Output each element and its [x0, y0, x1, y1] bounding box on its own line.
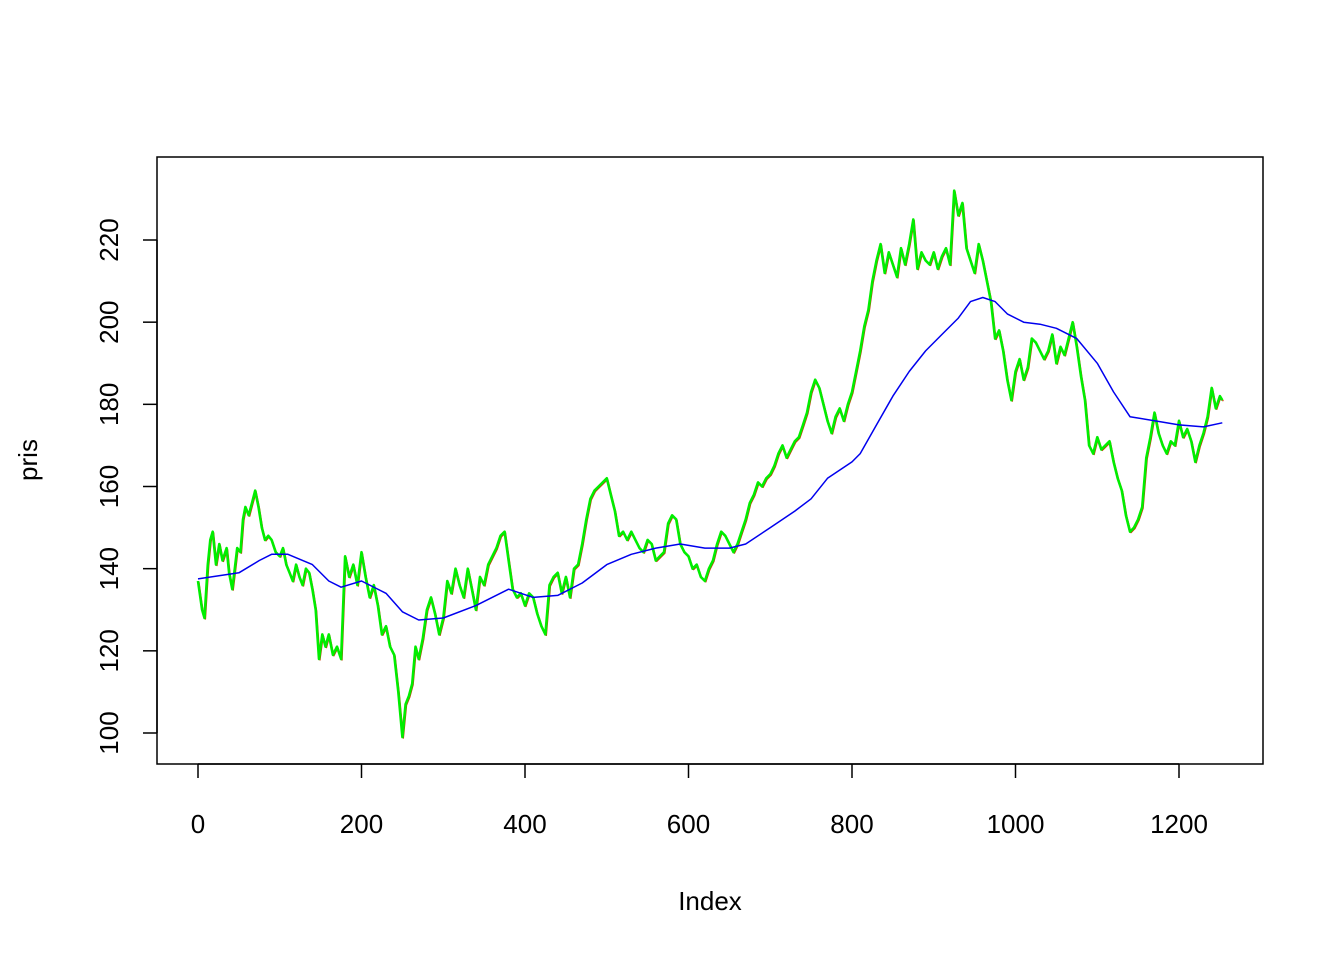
- x-tick-label: 1000: [987, 809, 1045, 839]
- x-tick-label: 800: [830, 809, 873, 839]
- y-tick-label: 180: [94, 383, 124, 426]
- y-tick-label: 160: [94, 465, 124, 508]
- price-series-group: [196, 189, 1224, 739]
- y-tick-label: 140: [94, 547, 124, 590]
- y-tick-label: 200: [94, 300, 124, 343]
- plot-frame: [156, 156, 1264, 765]
- y-tick-label: 220: [94, 218, 124, 261]
- y-tick-label: 120: [94, 629, 124, 672]
- x-tick-label: 600: [667, 809, 710, 839]
- x-tick-label: 200: [340, 809, 383, 839]
- y-axis: 100 120 140 160 180 200 220: [94, 218, 158, 755]
- x-tick-label: 0: [191, 809, 205, 839]
- price-line: [196, 189, 1224, 739]
- moving-average-line: [197, 296, 1223, 621]
- price-shadow-line: [198, 191, 1224, 739]
- x-axis: 0 200 400 600 800 1000 1200: [191, 763, 1208, 839]
- x-axis-title: Index: [678, 886, 742, 916]
- x-tick-label: 400: [503, 809, 546, 839]
- y-axis-title: pris: [13, 439, 43, 481]
- x-tick-label: 1200: [1150, 809, 1208, 839]
- y-tick-label: 100: [94, 711, 124, 754]
